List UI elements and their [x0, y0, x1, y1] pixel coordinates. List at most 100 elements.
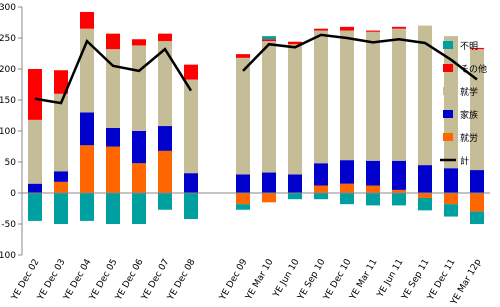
legend-swatch	[443, 110, 453, 118]
bar-segment	[184, 193, 198, 220]
bar-segment	[470, 211, 484, 224]
bar-segment	[340, 160, 354, 184]
bar-segment	[262, 41, 276, 173]
bar-segment	[366, 31, 380, 161]
y-tick-label: 200	[0, 65, 16, 75]
bar-segment	[418, 165, 432, 193]
bar-segment	[184, 64, 198, 80]
legend-label: 就労	[460, 132, 478, 144]
bar-segment	[54, 193, 68, 224]
bar-segment	[80, 145, 94, 193]
bar-segment	[106, 127, 120, 147]
bar-segment	[80, 11, 94, 29]
bar-segment	[314, 193, 328, 200]
bar-segment	[184, 79, 198, 174]
bar-segment	[470, 49, 484, 171]
bar-segment	[158, 41, 172, 127]
bar-segment	[28, 183, 42, 193]
bar-segment	[158, 126, 172, 151]
bar-segment	[470, 47, 484, 50]
bar-segment	[444, 193, 458, 205]
bar-segment	[236, 57, 250, 175]
legend-swatch	[443, 87, 453, 95]
bar-segment	[444, 204, 458, 217]
legend-label: 就学	[460, 86, 478, 98]
legend-label: 家族	[460, 109, 478, 121]
legend-swatch	[443, 41, 453, 49]
bar-segment	[288, 193, 302, 200]
bar-segment	[366, 30, 380, 32]
line-series	[34, 33, 478, 105]
bar-segment	[418, 193, 432, 198]
bar-segment	[262, 36, 276, 40]
bar-segment	[392, 28, 406, 161]
bar-segment	[106, 146, 120, 193]
legend-label: その他	[460, 63, 487, 75]
bar-segment	[28, 119, 42, 184]
bar-segment	[392, 160, 406, 190]
bar-segment	[54, 93, 68, 172]
bar-segment	[28, 193, 42, 221]
legend-label: 不明	[460, 41, 478, 52]
bar-segment	[366, 193, 380, 206]
bar-segment	[54, 171, 68, 182]
bar-segment	[314, 28, 328, 31]
bar-segment	[340, 26, 354, 31]
bar-segment	[392, 189, 406, 193]
bar-segment	[80, 193, 94, 221]
y-tick-label: 50	[5, 158, 17, 168]
bar-segment	[340, 193, 354, 205]
bar-segment	[418, 197, 432, 211]
bar-segment	[54, 181, 68, 193]
bar-segment	[236, 193, 250, 205]
y-tick-label: 300	[0, 3, 16, 13]
bar-segment	[262, 193, 276, 203]
bar-segment	[80, 112, 94, 146]
bar-segment	[106, 33, 120, 50]
bar-segment	[340, 183, 354, 193]
bar-segment	[132, 39, 146, 46]
bar-segment	[418, 25, 432, 166]
legend-label: 計	[460, 155, 469, 167]
bar-segment	[340, 30, 354, 161]
bar-segment	[314, 30, 328, 164]
bar-segment	[236, 174, 250, 193]
bar-segment	[288, 174, 302, 193]
bar-segment	[158, 33, 172, 42]
bar-segment	[392, 26, 406, 29]
legend-swatch	[443, 64, 453, 72]
bar-segment	[470, 193, 484, 212]
y-tick-label: 0	[10, 189, 16, 199]
bar-segment	[288, 44, 302, 175]
y-tick-label: 150	[0, 96, 16, 106]
bar-segment	[444, 168, 458, 193]
bar-segment	[262, 39, 276, 42]
bar-segment	[262, 172, 276, 193]
bar-segment	[132, 131, 146, 164]
bar-segment	[106, 49, 120, 128]
bar-segment	[28, 69, 42, 120]
bar-segment	[366, 160, 380, 186]
bar-segment	[132, 163, 146, 193]
bar-segment	[236, 54, 250, 58]
bar-segment	[132, 45, 146, 131]
bar-segment	[314, 185, 328, 193]
bar-segment	[236, 204, 250, 210]
bar-segment	[54, 70, 68, 94]
bar-segment	[288, 41, 302, 45]
bar-segment	[158, 150, 172, 193]
y-tick-label: -100	[0, 251, 16, 261]
bar-segment	[158, 193, 172, 210]
bar-segment	[314, 163, 328, 186]
bar-segment	[392, 193, 406, 206]
legend-swatch	[443, 133, 453, 141]
y-tick-label: 250	[0, 34, 16, 44]
bar-segment	[132, 193, 146, 224]
y-tick-label: 100	[0, 127, 16, 137]
bar-segment	[366, 185, 380, 193]
bar-segment	[106, 193, 120, 224]
y-tick-label: -50	[1, 220, 16, 230]
bar-segment	[184, 173, 198, 193]
bar-segment	[470, 170, 484, 193]
